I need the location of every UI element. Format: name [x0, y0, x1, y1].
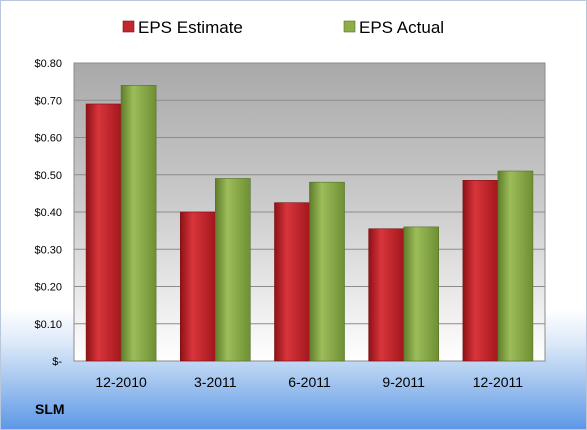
y-tick-label: $0.70 — [34, 95, 62, 107]
legend-label: EPS Actual — [359, 18, 444, 37]
estimate-bar — [274, 202, 310, 362]
actual-bar — [309, 181, 345, 362]
x-tick-label: 3-2011 — [194, 374, 237, 390]
y-tick-label: $0.30 — [34, 244, 62, 256]
x-tick-label: 6-2011 — [288, 374, 331, 390]
y-tick-label: $0.60 — [34, 133, 62, 145]
y-tick-label: $0.50 — [34, 170, 62, 182]
y-tick-label: $0.80 — [34, 58, 62, 70]
x-tick-label: 9-2011 — [382, 374, 425, 390]
legend-swatch-actual — [343, 20, 356, 33]
y-tick-label: $- — [52, 356, 62, 368]
actual-bar — [497, 170, 534, 362]
legend-swatch-estimate — [122, 20, 135, 33]
estimate-bar — [462, 180, 499, 362]
actual-bar — [215, 178, 251, 362]
estimate-bar — [85, 103, 122, 362]
y-tick-label: $0.10 — [34, 319, 62, 331]
actual-bar — [403, 226, 440, 362]
ticker-label: SLM — [35, 401, 65, 417]
x-tick-label: 12-2011 — [473, 374, 524, 390]
y-tick-label: $0.20 — [34, 282, 62, 294]
estimate-bar — [368, 228, 405, 362]
actual-bar — [120, 85, 157, 362]
legend-label: EPS Estimate — [138, 18, 243, 37]
estimate-bar — [180, 211, 216, 362]
y-tick-label: $0.40 — [34, 207, 62, 219]
x-tick-label: 12-2010 — [95, 374, 147, 390]
